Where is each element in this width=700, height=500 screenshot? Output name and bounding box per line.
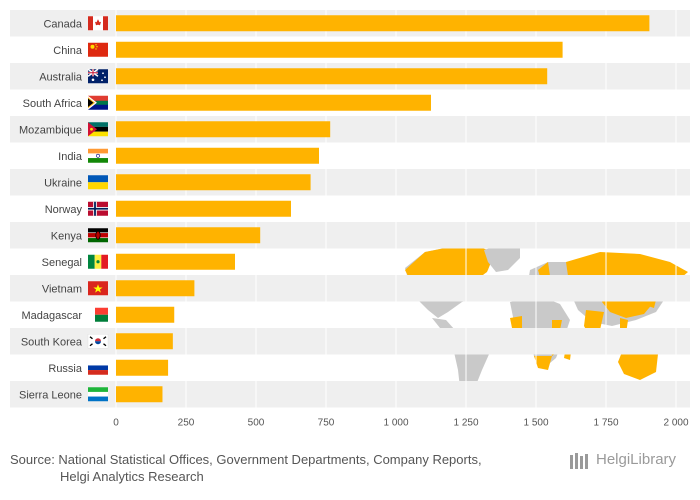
- greenland-shape: [484, 244, 520, 272]
- category-label: Madagascar: [21, 310, 82, 322]
- bar: [116, 227, 261, 244]
- x-tick-label: 250: [178, 418, 195, 429]
- bar: [116, 121, 331, 138]
- row-band: [10, 116, 690, 143]
- category-label: India: [58, 151, 83, 163]
- flag-india-icon: [88, 148, 108, 163]
- bar: [116, 333, 173, 350]
- logo-text: HelgiLibrary: [596, 451, 677, 468]
- category-label: South Korea: [21, 336, 83, 348]
- x-tick-label: 1 250: [453, 418, 478, 429]
- bar: [116, 147, 319, 164]
- row-band: [10, 275, 690, 302]
- category-label: Mozambique: [19, 124, 82, 136]
- bar: [116, 174, 311, 191]
- source-note: Source: National Statistical Offices, Go…: [10, 451, 550, 485]
- category-label: South Africa: [23, 98, 83, 110]
- x-tick-label: 750: [318, 418, 335, 429]
- bar-chart: Canada China Australia South Africa Mozambiq…: [10, 10, 690, 429]
- category-label: Sierra Leone: [19, 389, 82, 401]
- bar: [116, 94, 431, 111]
- bar: [116, 15, 650, 32]
- row-band: [10, 222, 690, 249]
- row-band: [10, 381, 690, 408]
- kenya-shape: [552, 320, 562, 330]
- category-label: Australia: [39, 71, 83, 83]
- flag-south-korea-icon: [87, 334, 109, 349]
- flag-canada-icon: [88, 16, 108, 31]
- source-line-1: Source: National Statistical Offices, Go…: [10, 452, 482, 467]
- flag-madagascar-icon: [88, 307, 108, 322]
- helgi-library-logo: HelgiLibrary: [568, 449, 693, 471]
- x-tick-label: 1 000: [383, 418, 408, 429]
- bar: [116, 253, 235, 270]
- bar: [116, 386, 163, 403]
- x-tick-label: 0: [113, 418, 119, 429]
- category-label: Ukraine: [44, 177, 82, 189]
- flag-south-africa-icon: [88, 95, 108, 110]
- bar: [116, 200, 291, 217]
- category-label: Vietnam: [42, 283, 82, 295]
- x-tick-label: 1 500: [523, 418, 548, 429]
- flag-norway-icon: [88, 201, 108, 216]
- west-africa-shape: [510, 316, 522, 330]
- x-tick-label: 500: [248, 418, 265, 429]
- flag-australia-icon: [87, 68, 108, 84]
- flag-sierra-leone-icon: [88, 387, 108, 402]
- row-band: [10, 328, 690, 355]
- source-line-2: Helgi Analytics Research: [60, 469, 204, 484]
- flag-china-icon: [88, 42, 108, 57]
- south-africa-shape: [534, 356, 552, 370]
- category-label: Senegal: [42, 257, 82, 269]
- category-label: Russia: [48, 363, 83, 375]
- flag-russia-icon: [88, 360, 108, 375]
- flag-ukraine-icon: [88, 175, 108, 190]
- category-label: Canada: [43, 18, 82, 30]
- category-label: Norway: [45, 204, 83, 216]
- bar: [116, 359, 169, 376]
- row-band: [10, 169, 690, 196]
- library-icon: [570, 453, 588, 469]
- flag-vietnam-icon: [88, 281, 108, 296]
- flag-kenya-icon: [88, 228, 108, 243]
- x-tick-label: 2 000: [663, 418, 688, 429]
- category-label: Kenya: [51, 230, 83, 242]
- category-label: China: [53, 45, 83, 57]
- x-tick-label: 1 750: [593, 418, 618, 429]
- flag-senegal-icon: [88, 254, 108, 269]
- flag-mozambique-icon: [88, 122, 108, 137]
- world-map: [405, 244, 688, 400]
- bar: [116, 280, 195, 297]
- bar: [116, 68, 548, 85]
- bar: [116, 306, 175, 323]
- bar: [116, 41, 563, 58]
